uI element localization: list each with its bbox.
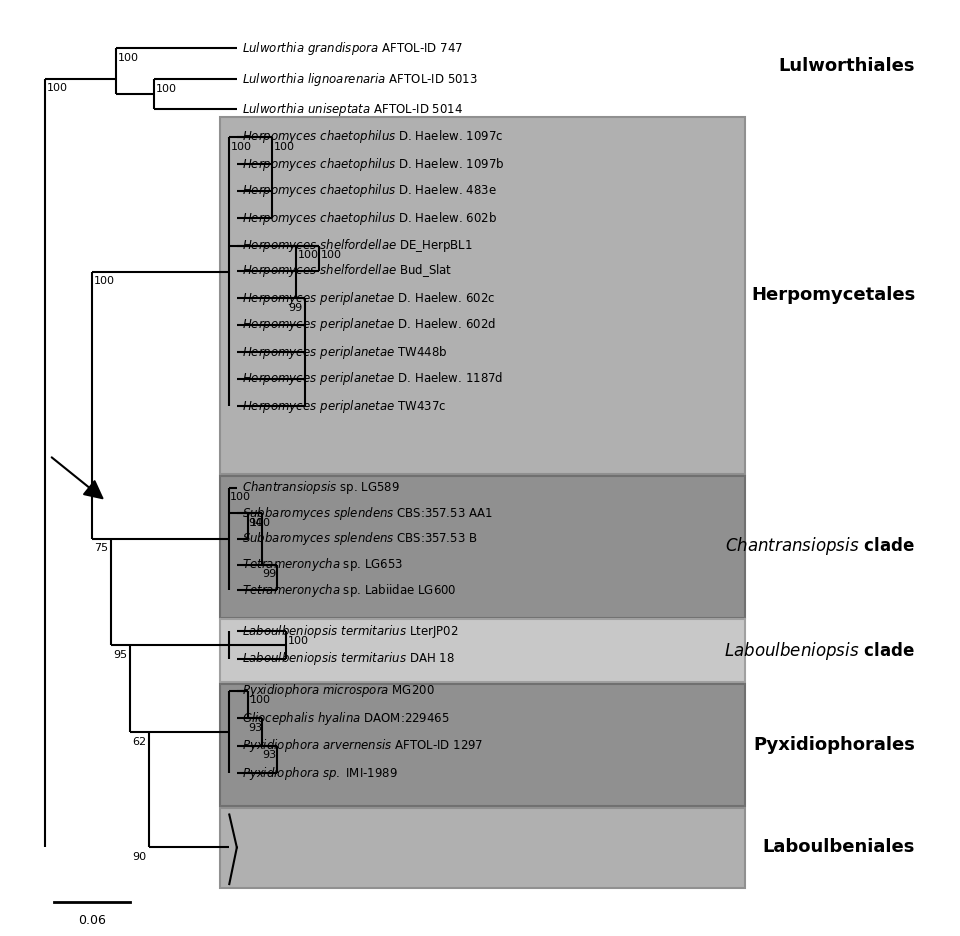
Text: 99: 99: [288, 302, 302, 313]
Text: $\it{Herpomyces\ chaetophilus}$ D. Haelew. 1097c: $\it{Herpomyces\ chaetophilus}$ D. Haele…: [242, 128, 503, 145]
Text: 100: 100: [118, 52, 138, 63]
Text: 93: 93: [249, 723, 262, 733]
Text: 75: 75: [94, 544, 108, 553]
Text: Laboulbeniales: Laboulbeniales: [763, 839, 915, 856]
Bar: [220, 683, 745, 806]
Text: Herpomycetales: Herpomycetales: [751, 286, 915, 304]
Bar: [220, 808, 745, 887]
Text: $\it{Subbaromyces\ splendens}$ CBS:357.53 B: $\it{Subbaromyces\ splendens}$ CBS:357.5…: [242, 531, 477, 548]
Text: $\mathit{Chantransiopsis}$ clade: $\mathit{Chantransiopsis}$ clade: [726, 535, 915, 557]
Text: $\it{Lulworthia\ lignoarenaria}$ AFTOL-ID 5013: $\it{Lulworthia\ lignoarenaria}$ AFTOL-I…: [242, 71, 477, 88]
Text: $\it{Herpomyces\ periplanetae}$ D. Haelew. 602d: $\it{Herpomyces\ periplanetae}$ D. Haele…: [242, 316, 495, 333]
Text: 100: 100: [231, 141, 252, 152]
Text: $\it{Pyxidiophora\ microspora}$ MG200: $\it{Pyxidiophora\ microspora}$ MG200: [242, 682, 434, 699]
Text: 0.06: 0.06: [78, 914, 106, 928]
Text: $\it{Herpomyces\ chaetophilus}$ D. Haelew. 483e: $\it{Herpomyces\ chaetophilus}$ D. Haele…: [242, 183, 496, 199]
Text: $\it{Chantransiopsis}$ sp. LG589: $\it{Chantransiopsis}$ sp. LG589: [242, 479, 399, 496]
Text: $\it{Lulworthia\ uniseptata}$ AFTOL-ID 5014: $\it{Lulworthia\ uniseptata}$ AFTOL-ID 5…: [242, 101, 463, 118]
Text: 95: 95: [113, 650, 127, 660]
Text: $\it{Herpomyces\ periplanetae}$ TW448b: $\it{Herpomyces\ periplanetae}$ TW448b: [242, 344, 447, 360]
Text: $\it{Herpomyces\ periplanetae}$ D. Haelew. 1187d: $\it{Herpomyces\ periplanetae}$ D. Haele…: [242, 370, 503, 388]
Text: 90: 90: [132, 852, 146, 862]
Bar: [220, 117, 745, 474]
Text: $\it{Laboulbeniopsis\ termitarius}$ DAH 18: $\it{Laboulbeniopsis\ termitarius}$ DAH …: [242, 651, 454, 667]
Text: 100: 100: [251, 518, 271, 528]
Text: $\it{Pyxidiophora\ sp.}$ IMI-1989: $\it{Pyxidiophora\ sp.}$ IMI-1989: [242, 765, 397, 782]
Text: 100: 100: [251, 695, 271, 706]
Text: Pyxidiophorales: Pyxidiophorales: [754, 736, 915, 753]
Text: 100: 100: [298, 251, 319, 260]
Text: $\it{Tetrameronycha}$ sp. LG653: $\it{Tetrameronycha}$ sp. LG653: [242, 556, 402, 573]
Text: $\it{Tetrameronycha}$ sp. Labiidae LG600: $\it{Tetrameronycha}$ sp. Labiidae LG600: [242, 581, 456, 599]
Text: 100: 100: [288, 636, 309, 646]
Bar: [220, 475, 745, 618]
Text: 100: 100: [321, 251, 342, 260]
Text: 100: 100: [47, 83, 68, 94]
Text: $\it{Herpomyces\ periplanetae}$ D. Haelew. 602c: $\it{Herpomyces\ periplanetae}$ D. Haele…: [242, 289, 494, 307]
Text: $\it{Herpomyces\ shelfordellae}$ DE_HerpBL1: $\it{Herpomyces\ shelfordellae}$ DE_Herp…: [242, 238, 472, 255]
Text: $\it{Herpomyces\ chaetophilus}$ D. Haelew. 602b: $\it{Herpomyces\ chaetophilus}$ D. Haele…: [242, 210, 496, 227]
Text: $\it{Gliocephalis\ hyalina}$ DAOM:229465: $\it{Gliocephalis\ hyalina}$ DAOM:229465: [242, 709, 449, 727]
Text: $\it{Subbaromyces\ splendens}$ CBS:357.53 AA1: $\it{Subbaromyces\ splendens}$ CBS:357.5…: [242, 505, 492, 521]
Text: 62: 62: [132, 737, 146, 747]
Text: $\it{Laboulbeniopsis\ termitarius}$ LterJP02: $\it{Laboulbeniopsis\ termitarius}$ Lter…: [242, 622, 458, 640]
Text: $\it{Pyxidiophora\ arvernensis}$ AFTOL-ID 1297: $\it{Pyxidiophora\ arvernensis}$ AFTOL-I…: [242, 738, 483, 754]
Text: 99: 99: [262, 569, 276, 579]
Text: 94: 94: [249, 518, 262, 528]
Text: 100: 100: [274, 141, 295, 152]
Text: $\it{Herpomyces\ shelfordellae}$ Bud_Slat: $\it{Herpomyces\ shelfordellae}$ Bud_Sla…: [242, 262, 452, 279]
Bar: [220, 620, 745, 681]
Text: $\it{Lulworthia\ grandispora}$ AFTOL-ID 747: $\it{Lulworthia\ grandispora}$ AFTOL-ID …: [242, 39, 463, 57]
Text: $\mathit{Laboulbeniopsis}$ clade: $\mathit{Laboulbeniopsis}$ clade: [724, 639, 915, 662]
Text: Lulworthiales: Lulworthiales: [779, 57, 915, 76]
Text: 100: 100: [156, 84, 177, 94]
Text: 100: 100: [230, 492, 252, 503]
Text: 100: 100: [94, 276, 115, 286]
Text: 93: 93: [262, 751, 276, 760]
Text: $\it{Herpomyces\ periplanetae}$ TW437c: $\it{Herpomyces\ periplanetae}$ TW437c: [242, 398, 446, 415]
Text: $\it{Herpomyces\ chaetophilus}$ D. Haelew. 1097b: $\it{Herpomyces\ chaetophilus}$ D. Haele…: [242, 156, 504, 173]
